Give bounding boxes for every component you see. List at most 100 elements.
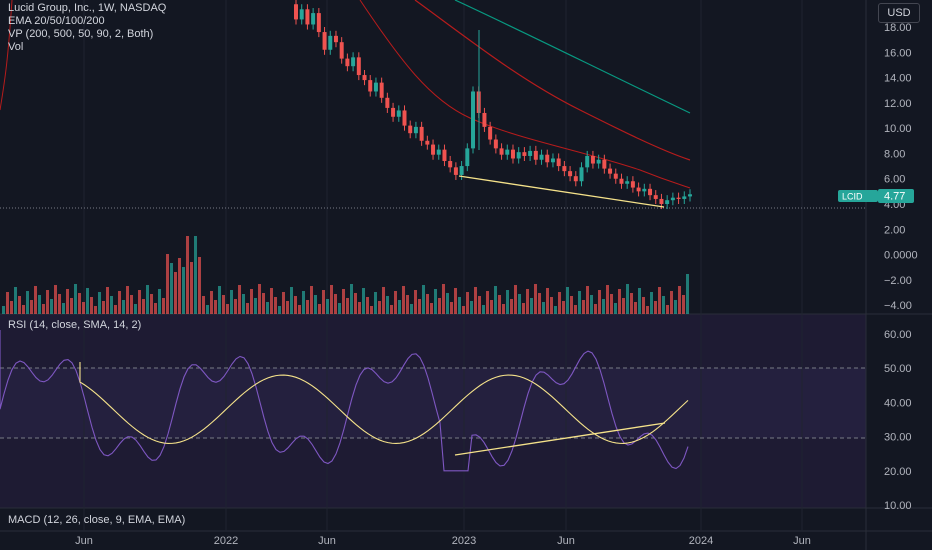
volume-bar xyxy=(38,295,41,314)
candle-body xyxy=(413,126,418,134)
volume-bar xyxy=(598,290,601,314)
volume-bar xyxy=(234,299,237,314)
ema-teal-line xyxy=(454,0,691,114)
volume-bar xyxy=(14,287,17,314)
candle-body xyxy=(602,159,607,169)
volume-bar xyxy=(154,303,157,314)
candle-body xyxy=(630,181,635,188)
volume-bar xyxy=(486,291,489,314)
candle-body xyxy=(442,149,447,162)
volume-bar xyxy=(618,289,621,314)
currency-button[interactable]: USD xyxy=(878,3,920,23)
candle-body xyxy=(459,166,464,175)
volume-bar xyxy=(530,298,533,314)
candle-body xyxy=(516,152,521,159)
volume-bar xyxy=(502,304,505,314)
volume-bar xyxy=(350,284,353,314)
rsi-band xyxy=(0,368,866,438)
ema-red-fast-line xyxy=(359,0,691,189)
volume-bar xyxy=(150,294,153,314)
volume-bar xyxy=(18,296,21,314)
price-tick-label: 10.00 xyxy=(884,123,912,135)
volume-bar xyxy=(622,298,625,314)
volume-bar xyxy=(318,304,321,314)
rsi-tick-label: 60.00 xyxy=(884,329,912,341)
candle-body xyxy=(585,155,590,168)
candle-body xyxy=(373,82,378,92)
indicator-vol-label[interactable]: Vol xyxy=(8,41,24,53)
volume-bar xyxy=(262,293,265,314)
volume-bar xyxy=(86,288,89,314)
volume-bar xyxy=(646,306,649,314)
volume-bar xyxy=(198,257,201,314)
volume-bar xyxy=(614,303,617,314)
time-tick-label: Jun xyxy=(793,535,811,547)
ema-red-slow-line xyxy=(414,0,691,161)
rsi-tick-label: 30.00 xyxy=(884,432,912,444)
volume-bar xyxy=(670,291,673,314)
volume-bar xyxy=(458,297,461,314)
volume-bar xyxy=(494,286,497,314)
volume-bar xyxy=(166,254,169,314)
volume-bar xyxy=(286,301,289,314)
volume-bar xyxy=(490,300,493,314)
volume-bar xyxy=(666,305,669,314)
time-tick-label: 2023 xyxy=(452,535,476,547)
volume-bar xyxy=(538,293,541,314)
volume-bar xyxy=(322,290,325,314)
candle-body xyxy=(391,107,396,117)
rsi-line xyxy=(0,330,689,472)
time-axis: Jun 2022 Jun 2023 Jun 2024 Jun xyxy=(75,535,811,547)
volume-bar xyxy=(662,296,665,314)
candle-body xyxy=(311,13,316,25)
volume-bar xyxy=(378,301,381,314)
candle-body xyxy=(613,173,618,179)
candle-body xyxy=(499,148,504,155)
volume-bar xyxy=(190,262,193,314)
candle-body xyxy=(425,140,430,145)
volume-bar xyxy=(22,305,25,314)
volume-bar xyxy=(342,289,345,314)
volume-bars xyxy=(2,236,689,314)
volume-bar xyxy=(314,295,317,314)
candle-body xyxy=(659,198,664,204)
candle-body xyxy=(333,35,338,43)
volume-bar xyxy=(226,304,229,314)
candle-body xyxy=(294,4,298,20)
volume-bar xyxy=(6,292,9,314)
volume-bar xyxy=(202,296,205,314)
volume-bar xyxy=(470,301,473,314)
price-tick-label: 6.00 xyxy=(884,174,905,186)
rsi-support-trendline xyxy=(454,422,666,456)
volume-bar xyxy=(158,289,161,314)
volume-bar xyxy=(654,301,657,314)
candle-body xyxy=(688,194,692,197)
volume-bar xyxy=(58,294,61,314)
volume-bar xyxy=(106,287,109,314)
candle-body xyxy=(356,57,361,76)
volume-bar xyxy=(330,285,333,314)
volume-bar xyxy=(406,295,409,314)
volume-bar xyxy=(294,296,297,314)
indicator-ema-label[interactable]: EMA 20/50/100/200 xyxy=(8,15,105,27)
candle-body xyxy=(471,91,476,149)
rsi-indicator-label[interactable]: RSI (14, close, SMA, 14, 2) xyxy=(8,319,142,331)
volume-bar xyxy=(402,286,405,314)
candle-body xyxy=(562,166,567,172)
symbol-title[interactable]: Lucid Group, Inc., 1W, NASDAQ xyxy=(8,2,167,14)
volume-bar xyxy=(410,304,413,314)
indicator-vp-label[interactable]: VP (200, 500, 50, 90, 2, Both) xyxy=(8,28,154,40)
volume-bar xyxy=(642,297,645,314)
candle-body xyxy=(539,154,544,160)
candle-body xyxy=(648,188,653,196)
macd-indicator-label[interactable]: MACD (12, 26, close, 9, EMA, EMA) xyxy=(8,514,186,526)
candle-body xyxy=(339,42,344,59)
candle-body xyxy=(408,125,413,134)
volume-bar xyxy=(162,298,165,314)
volume-bar xyxy=(454,288,457,314)
volume-bar xyxy=(170,263,173,314)
candle-body xyxy=(528,150,533,156)
volume-bar xyxy=(562,301,565,314)
volume-bar xyxy=(686,274,689,314)
